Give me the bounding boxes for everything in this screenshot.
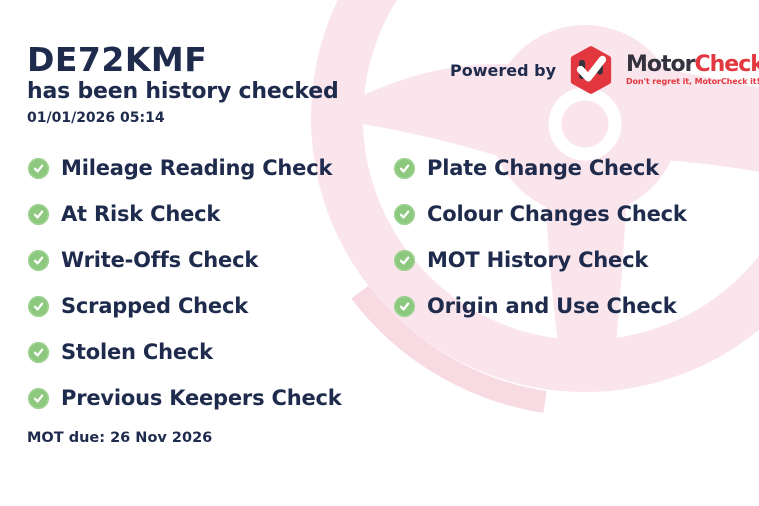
checks-column-right: Plate Change Check Colour Changes Check … <box>394 145 687 329</box>
title-block: DE72KMF has been history checked 01/01/2… <box>27 40 339 127</box>
check-row: Origin and Use Check <box>394 283 687 329</box>
check-label: Origin and Use Check <box>427 294 677 318</box>
wheel-hub <box>490 25 680 215</box>
brand-name: MotorCheck <box>626 53 759 76</box>
check-label: MOT History Check <box>427 248 649 272</box>
wheel-spoke-bottom <box>545 192 627 344</box>
check-row: Previous Keepers Check <box>28 375 342 421</box>
check-row: Plate Change Check <box>394 145 687 191</box>
check-row: Scrapped Check <box>28 283 342 329</box>
check-row: MOT History Check <box>394 237 687 283</box>
check-row: At Risk Check <box>28 191 342 237</box>
check-label: Scrapped Check <box>61 294 248 318</box>
wheel-hub-ring <box>548 87 622 161</box>
check-circle-icon <box>28 249 49 271</box>
check-circle-icon <box>394 249 415 271</box>
check-circle-icon <box>28 341 49 363</box>
check-label: Write-Offs Check <box>61 248 259 272</box>
check-row: Colour Changes Check <box>394 191 687 237</box>
brand-name-motor: Motor <box>626 52 695 78</box>
check-row: Write-Offs Check <box>28 237 342 283</box>
check-circle-icon <box>394 157 415 179</box>
check-circle-icon <box>28 203 49 225</box>
powered-by-block: Powered by MotorCheck Don't regret it, M… <box>450 44 759 96</box>
check-row: Stolen Check <box>28 329 342 375</box>
powered-by-label: Powered by <box>450 60 556 80</box>
wheel-accent-arc <box>351 285 547 413</box>
check-circle-icon <box>394 203 415 225</box>
check-timestamp: 01/01/2026 05:14 <box>27 110 165 127</box>
mot-due-text: MOT due: 26 Nov 2026 <box>27 430 213 446</box>
check-label: Colour Changes Check <box>427 202 687 226</box>
check-label: Plate Change Check <box>427 156 659 180</box>
check-circle-icon <box>394 295 415 317</box>
check-label: Mileage Reading Check <box>61 156 333 180</box>
motorcheck-hexagon-icon <box>570 46 612 94</box>
brand-name-check: Check <box>694 52 759 78</box>
registration-plate: DE72KMF <box>27 40 208 79</box>
check-label: At Risk Check <box>61 202 221 226</box>
check-label: Previous Keepers Check <box>61 386 342 410</box>
check-row: Mileage Reading Check <box>28 145 342 191</box>
wheel-rim <box>311 0 759 392</box>
check-circle-icon <box>28 295 49 317</box>
check-circle-icon <box>28 157 49 179</box>
brand-lockup: MotorCheck Don't regret it, MotorCheck i… <box>626 53 759 86</box>
page-title: has been history checked <box>27 79 339 105</box>
checks-column-left: Mileage Reading Check At Risk Check Writ… <box>28 145 342 421</box>
brand-tagline: Don't regret it, MotorCheck it! <box>626 77 759 87</box>
check-label: Stolen Check <box>61 340 213 364</box>
check-circle-icon <box>28 387 49 409</box>
wheel-spoke-left <box>351 64 540 170</box>
